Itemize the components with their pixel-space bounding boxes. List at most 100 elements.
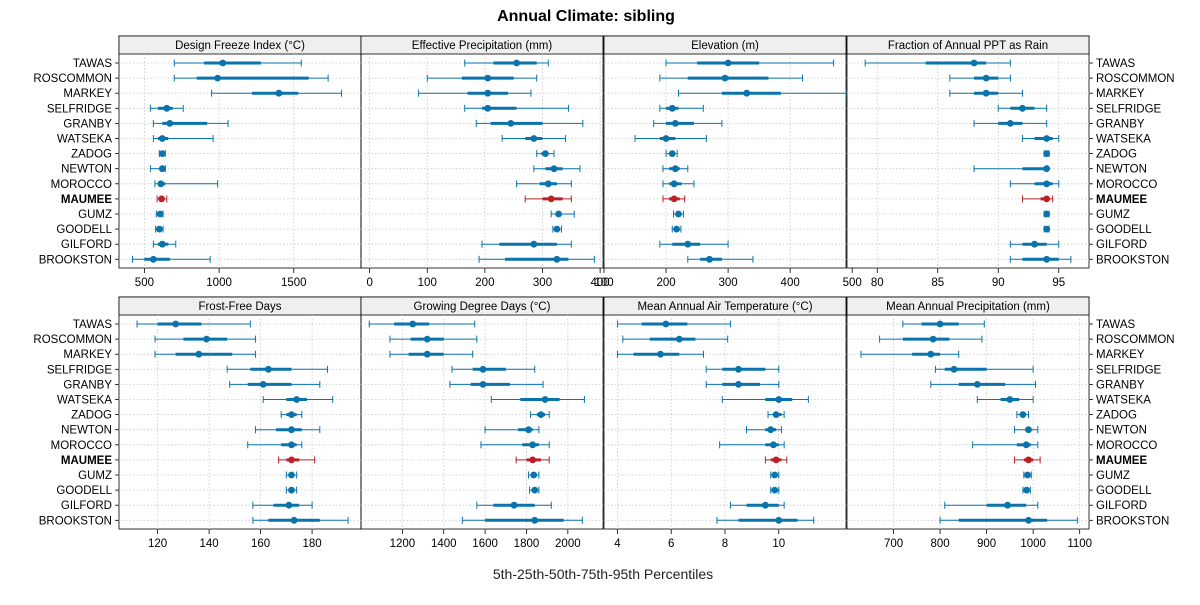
median-point [927,350,935,358]
data-mark-zadog [1016,411,1029,419]
data-mark-granby [930,380,1036,388]
panel-title: Frost-Free Days [198,301,281,313]
median-point [525,426,532,434]
median-point [1043,225,1051,233]
data-mark-brookston [939,516,1078,524]
median-point [513,59,520,67]
y-tick-label-right: GILFORD [1096,500,1147,512]
x-tick-label: 2000 [555,538,581,550]
y-tick-label-left: GOODELL [56,224,112,236]
data-mark-goodell [1043,225,1051,233]
median-point [158,165,166,173]
panel-mean-annual-precipitation-mm: Mean Annual Precipitation (mm) 700 800 900 1… [846,296,1175,550]
y-tick-label-right: BROOKSTON [1096,254,1169,266]
median-point [288,426,295,434]
data-mark-newton [973,165,1051,173]
median-point [1006,120,1014,127]
data-mark-morocco [247,441,303,449]
y-tick-label-left: ROSCOMMON [33,73,112,85]
y-tick-label-right: MOROCCO [1096,179,1157,191]
panel-border [846,296,1090,530]
y-tick-label-right: MAUMEE [1096,455,1147,467]
median-point [510,501,518,509]
x-tick-label: 500 [843,277,862,289]
data-mark-gumz [550,210,575,218]
y-tick-label-right: MARKEY [1096,349,1145,361]
y-tick-label-right: ZADOG [1096,410,1137,422]
data-mark-granby [449,380,544,388]
x-tick-label: 1400 [431,538,457,550]
data-mark-zadog [536,150,555,158]
data-mark-brookston [478,255,595,263]
data-mark-brookston [252,516,349,524]
median-point [264,365,272,373]
x-tick-label: 1000 [206,277,232,289]
median-point [541,396,549,403]
data-mark-morocco [719,441,785,449]
y-tick-label-right: TAWAS [1096,319,1136,331]
median-point [550,165,558,173]
x-tick-label: 90 [992,277,1005,289]
x-tick-label: 400 [781,277,800,289]
x-tick-label: 200 [475,277,494,289]
y-tick-label-right: GOODELL [1096,224,1152,236]
y-tick-label-left: WATSEKA [57,134,112,146]
x-tick-label: 1600 [472,538,498,550]
median-point [290,516,298,524]
panel-fraction-of-annual-ppt-as-rain: Fraction of Annual PPT as Rain 80 85 90 95 TA… [846,35,1175,289]
data-mark-granby [653,119,723,127]
median-point [479,365,487,373]
data-mark-granby [229,380,321,388]
median-point [214,74,221,82]
data-mark-gilford [481,240,572,248]
data-mark-morocco [516,180,572,188]
panel-border [360,35,604,269]
median-point [970,59,978,67]
data-mark-markey [389,350,474,358]
panels: Design Freeze Index (°C)500 1000 1500TAWAS… [33,35,1175,550]
data-mark-roscommon [173,74,329,82]
median-point [529,441,537,449]
median-point [158,240,166,248]
median-point [706,255,713,263]
data-mark-maumee [524,195,572,203]
y-tick-label-right: GRANBY [1096,379,1145,391]
median-point [761,501,769,509]
data-mark-granby [705,380,780,388]
data-mark-goodell [552,225,563,233]
x-tick-label: 300 [533,277,552,289]
median-point [770,441,777,449]
x-tick-label: 700 [884,538,903,550]
median-point [288,411,295,418]
median-point [973,381,981,388]
x-tick-label: 160 [251,538,270,550]
data-mark-watseka [152,135,214,142]
panel-strip [846,296,1090,316]
x-tick-label: 140 [200,538,219,550]
y-tick-label-left: ROSCOMMON [33,334,112,346]
data-mark-maumee [662,195,686,203]
y-tick-label-left: GILFORD [61,239,112,251]
y-tick-label-right: ROSCOMMON [1096,334,1175,346]
panel-border [118,35,362,269]
data-mark-tawas [616,320,731,328]
x-tick-label: 900 [977,538,996,550]
data-mark-newton [149,165,166,173]
y-tick-label-left: GRANBY [63,379,112,391]
data-mark-zadog [767,411,785,419]
data-mark-markey [949,89,1023,97]
data-mark-roscommon [659,74,804,82]
data-mark-newton [746,426,782,434]
data-mark-maumee [764,456,788,464]
y-tick-label-right: GUMZ [1096,470,1130,482]
x-tick-label: 1800 [514,538,540,550]
panel-design-freeze-index-c: Design Freeze Index (°C) 500 1000 1500 TAWAS… [33,35,362,289]
data-mark-gumz [155,210,164,218]
median-point [767,426,775,434]
median-point [735,381,742,388]
data-mark-tawas [864,59,1011,67]
panel-elevation-m: Elevation (m) 100 200 300 400 500 [594,35,862,289]
y-tick-label-right: BROOKSTON [1096,515,1169,527]
median-point [156,210,164,218]
median-point [531,486,539,494]
